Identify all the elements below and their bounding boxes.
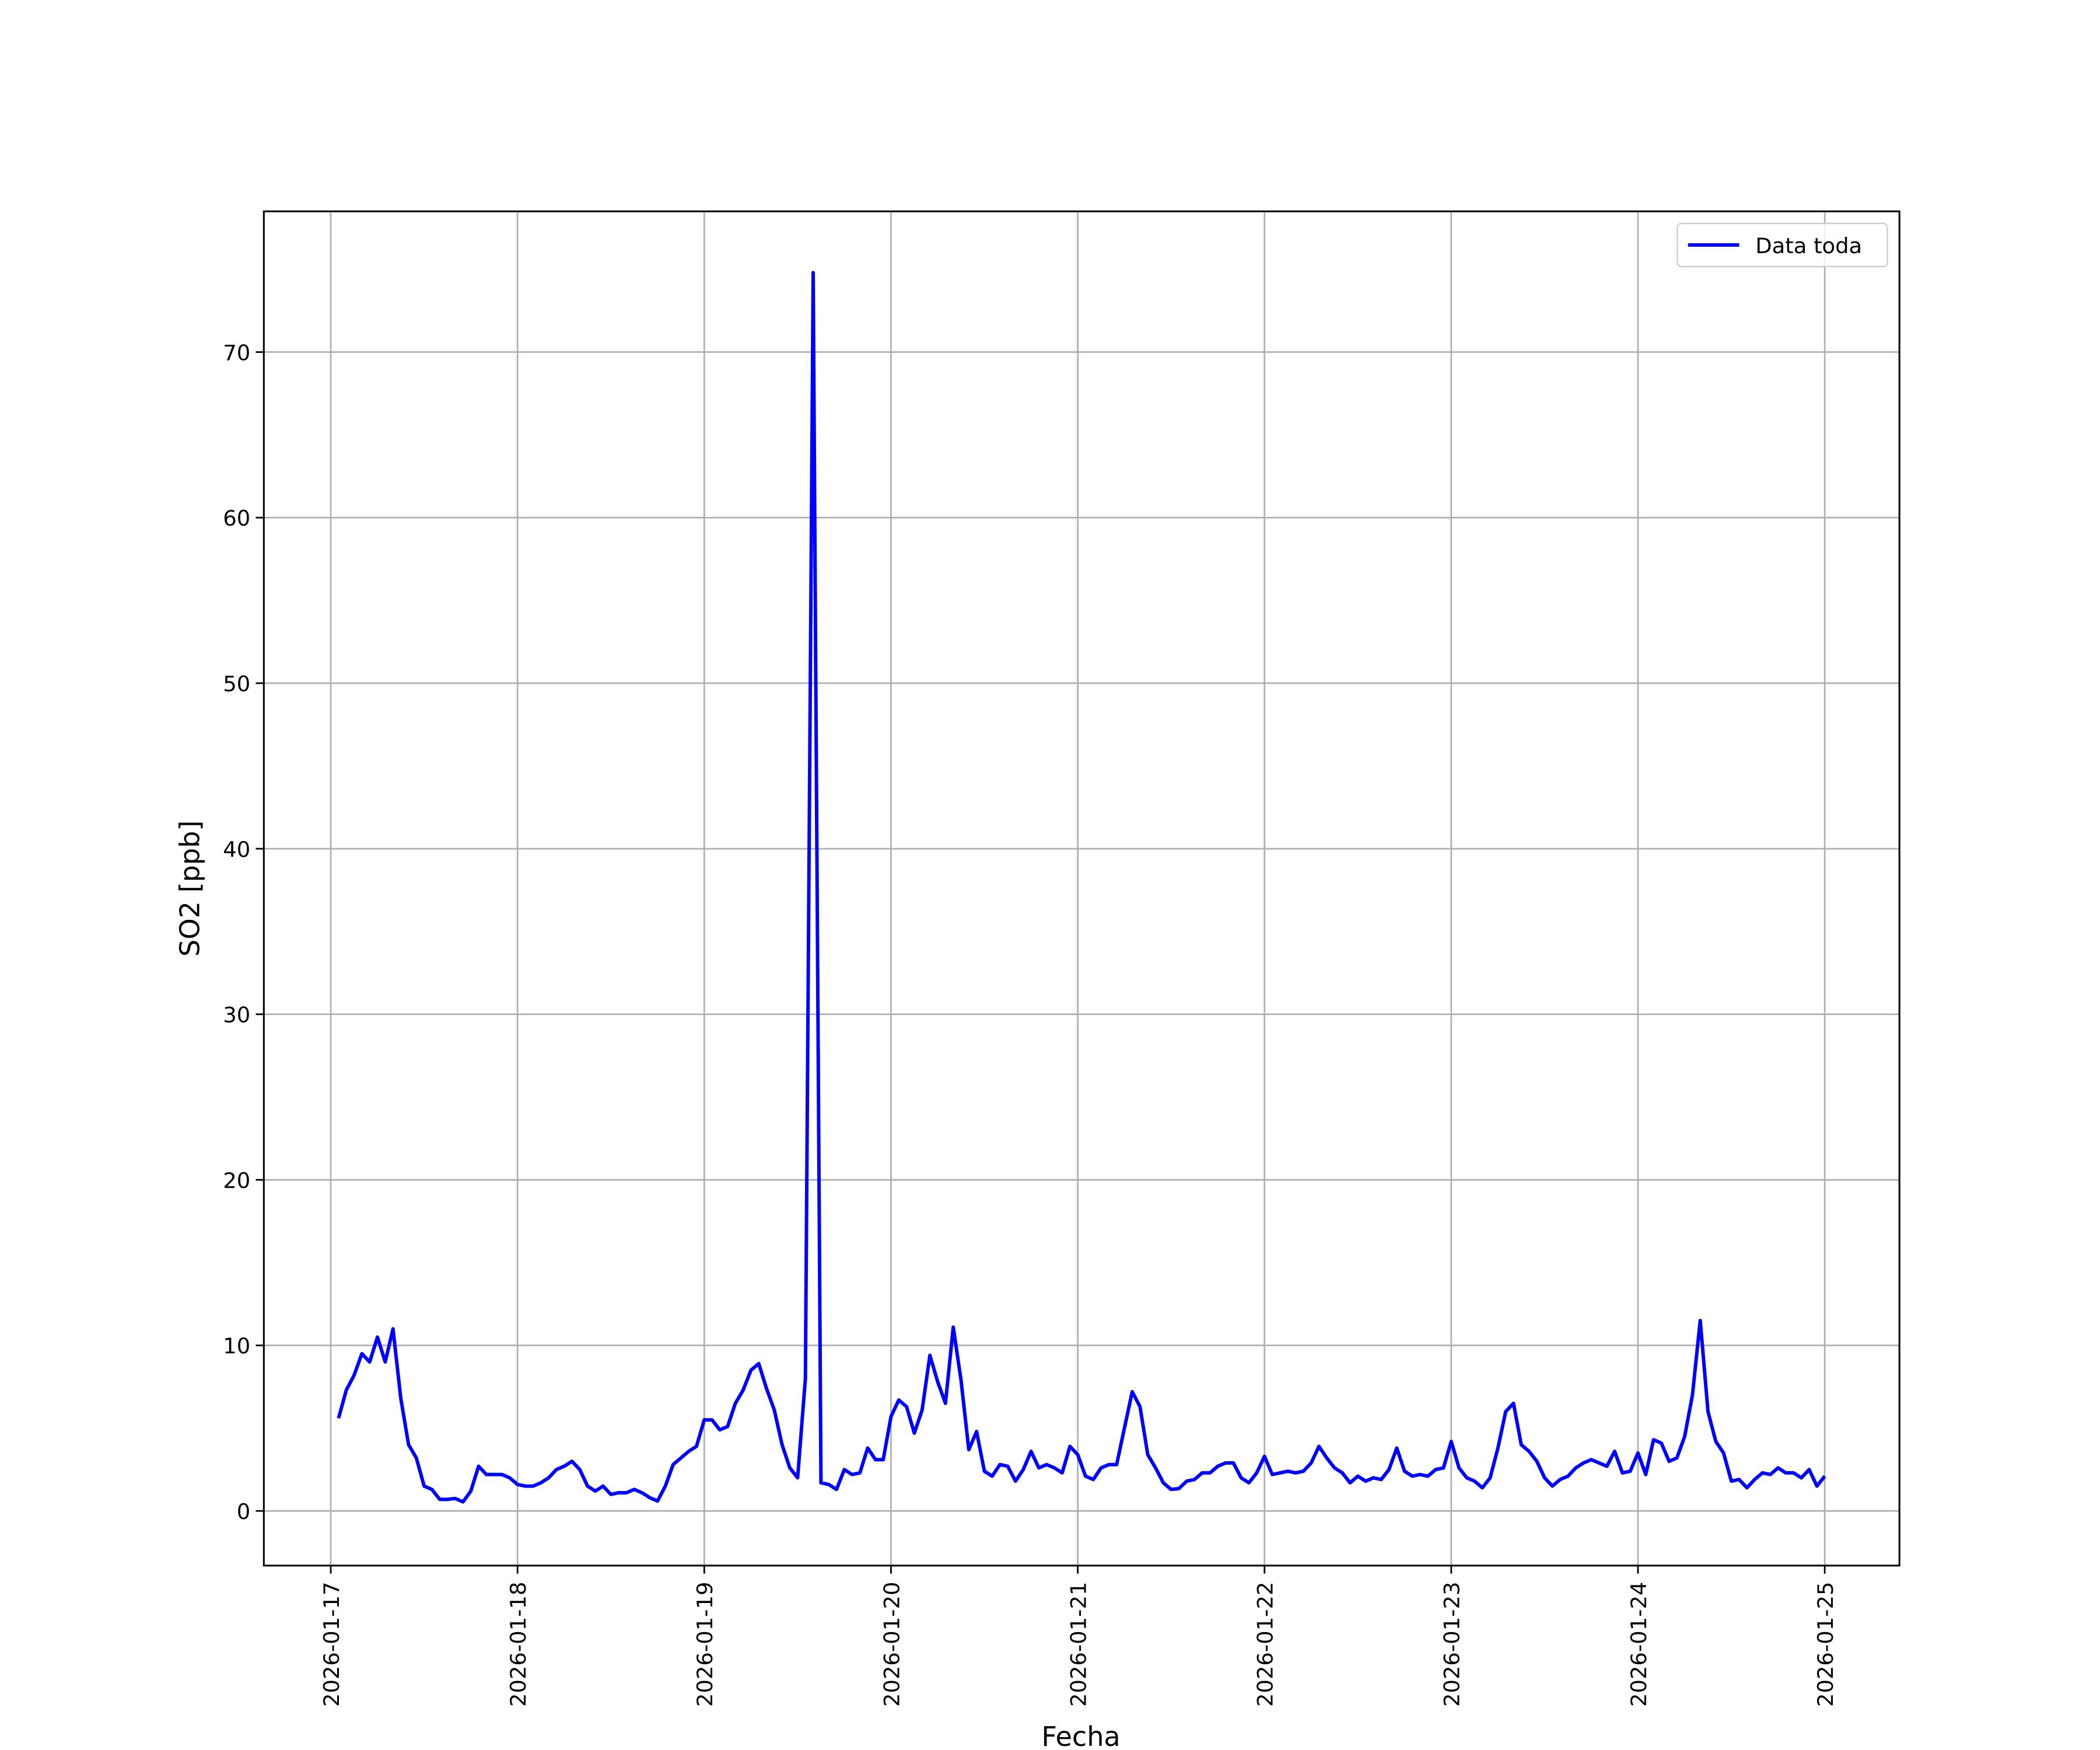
y-axis-label: SO2 [ppb] xyxy=(174,820,206,957)
x-tick-label: 2026-01-25 xyxy=(1813,1582,1838,1707)
x-tick-label: 2026-01-20 xyxy=(879,1582,904,1707)
y-tick-label: 10 xyxy=(223,1334,250,1359)
grid xyxy=(264,211,1900,1566)
y-tick-label: 20 xyxy=(223,1168,250,1193)
x-tick-label: 2026-01-24 xyxy=(1626,1582,1651,1707)
x-tick-label: 2026-01-17 xyxy=(319,1582,344,1707)
x-tick-label: 2026-01-18 xyxy=(506,1582,531,1707)
y-tick-label: 60 xyxy=(223,506,250,531)
y-tick-label: 40 xyxy=(223,837,250,862)
x-tick-label: 2026-01-23 xyxy=(1440,1582,1465,1707)
x-axis-label: Fecha xyxy=(1041,1721,1120,1750)
x-tick-label: 2026-01-19 xyxy=(692,1582,718,1707)
legend-label: Data toda xyxy=(1755,233,1862,258)
x-tick-label: 2026-01-21 xyxy=(1066,1582,1091,1707)
plot-frame xyxy=(262,210,1901,1567)
y-tick-label: 0 xyxy=(237,1499,250,1524)
y-tick-label: 30 xyxy=(223,1003,250,1028)
legend-box xyxy=(1676,222,1888,268)
data-line xyxy=(337,271,1826,1504)
y-tick-label: 70 xyxy=(223,340,250,365)
x-tick-label: 2026-01-22 xyxy=(1253,1582,1278,1707)
y-tick-label: 50 xyxy=(223,671,250,696)
